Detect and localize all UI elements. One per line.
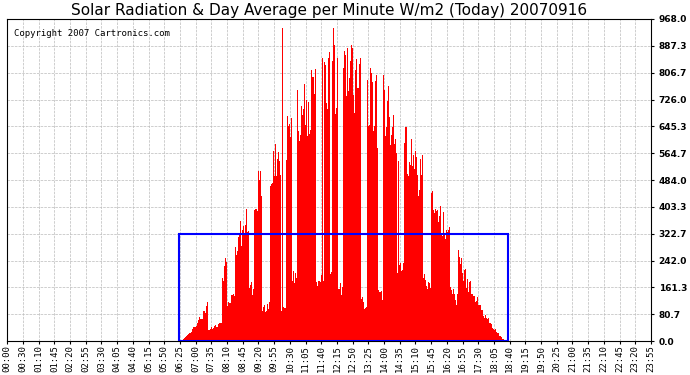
Title: Solar Radiation & Day Average per Minute W/m2 (Today) 20070916: Solar Radiation & Day Average per Minute…	[71, 3, 587, 18]
Text: Copyright 2007 Cartronics.com: Copyright 2007 Cartronics.com	[14, 28, 170, 38]
Bar	[179, 234, 508, 341]
